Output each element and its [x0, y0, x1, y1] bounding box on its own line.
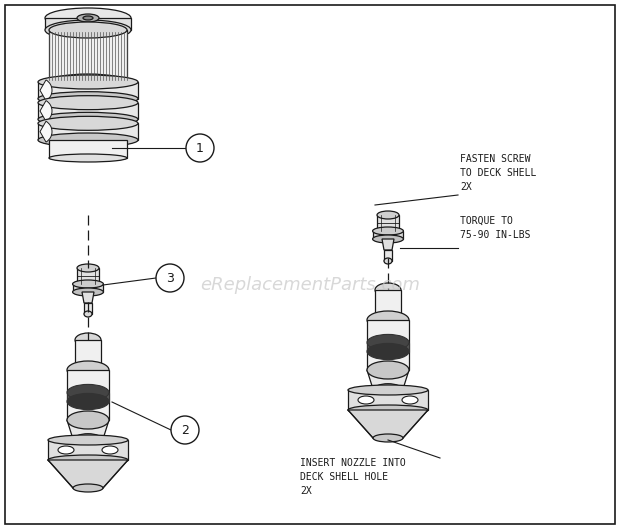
- Text: TORQUE TO
75-90 IN-LBS: TORQUE TO 75-90 IN-LBS: [460, 216, 531, 240]
- Ellipse shape: [84, 311, 92, 317]
- FancyBboxPatch shape: [49, 140, 127, 158]
- Ellipse shape: [367, 343, 409, 360]
- Ellipse shape: [48, 435, 128, 445]
- Polygon shape: [82, 292, 94, 303]
- FancyBboxPatch shape: [84, 303, 92, 314]
- Ellipse shape: [402, 396, 418, 404]
- Ellipse shape: [58, 446, 74, 454]
- Ellipse shape: [45, 8, 131, 28]
- Wedge shape: [40, 101, 52, 121]
- Ellipse shape: [373, 235, 404, 243]
- Ellipse shape: [348, 405, 428, 415]
- FancyBboxPatch shape: [48, 440, 128, 460]
- Ellipse shape: [77, 264, 99, 272]
- Ellipse shape: [49, 74, 127, 90]
- Polygon shape: [367, 370, 409, 390]
- Ellipse shape: [49, 22, 127, 38]
- FancyBboxPatch shape: [38, 82, 138, 99]
- Ellipse shape: [367, 361, 409, 379]
- Ellipse shape: [102, 446, 118, 454]
- Ellipse shape: [73, 484, 103, 492]
- Ellipse shape: [67, 361, 109, 379]
- FancyBboxPatch shape: [367, 320, 409, 370]
- Ellipse shape: [77, 14, 99, 22]
- FancyBboxPatch shape: [75, 340, 101, 370]
- Ellipse shape: [49, 154, 127, 162]
- Ellipse shape: [75, 333, 101, 347]
- FancyBboxPatch shape: [73, 284, 104, 292]
- Ellipse shape: [358, 396, 374, 404]
- FancyBboxPatch shape: [67, 393, 109, 402]
- Text: INSERT NOZZLE INTO
DECK SHELL HOLE
2X: INSERT NOZZLE INTO DECK SHELL HOLE 2X: [300, 458, 405, 496]
- Ellipse shape: [38, 112, 138, 126]
- Ellipse shape: [38, 92, 138, 106]
- Ellipse shape: [67, 394, 109, 409]
- Circle shape: [156, 264, 184, 292]
- FancyBboxPatch shape: [38, 103, 138, 120]
- Wedge shape: [40, 80, 52, 101]
- Ellipse shape: [38, 75, 138, 89]
- Ellipse shape: [73, 280, 104, 288]
- FancyBboxPatch shape: [38, 123, 138, 140]
- FancyBboxPatch shape: [375, 290, 401, 320]
- Ellipse shape: [375, 313, 401, 327]
- Ellipse shape: [38, 96, 138, 110]
- Text: eReplacementParts.com: eReplacementParts.com: [200, 276, 420, 294]
- Text: 2: 2: [181, 424, 189, 436]
- Ellipse shape: [348, 385, 428, 395]
- Wedge shape: [40, 121, 52, 142]
- Polygon shape: [348, 410, 428, 438]
- Ellipse shape: [377, 211, 399, 219]
- Text: FASTEN SCREW
TO DECK SHELL
2X: FASTEN SCREW TO DECK SHELL 2X: [460, 154, 536, 192]
- FancyBboxPatch shape: [348, 390, 428, 410]
- Ellipse shape: [373, 434, 403, 442]
- Polygon shape: [382, 239, 394, 250]
- Ellipse shape: [73, 288, 104, 296]
- FancyBboxPatch shape: [377, 215, 399, 231]
- Ellipse shape: [83, 16, 93, 20]
- Ellipse shape: [367, 311, 409, 329]
- Polygon shape: [48, 460, 128, 488]
- Ellipse shape: [373, 227, 404, 235]
- FancyBboxPatch shape: [67, 370, 109, 420]
- FancyBboxPatch shape: [77, 268, 99, 284]
- FancyBboxPatch shape: [384, 250, 392, 261]
- Circle shape: [186, 134, 214, 162]
- Ellipse shape: [373, 384, 403, 396]
- Ellipse shape: [67, 411, 109, 429]
- Ellipse shape: [75, 363, 101, 377]
- Text: 1: 1: [196, 141, 204, 154]
- Ellipse shape: [45, 20, 131, 40]
- Ellipse shape: [73, 434, 103, 446]
- FancyBboxPatch shape: [45, 18, 131, 30]
- Text: 3: 3: [166, 271, 174, 285]
- Ellipse shape: [384, 258, 392, 264]
- Ellipse shape: [48, 455, 128, 465]
- FancyBboxPatch shape: [367, 342, 409, 351]
- Ellipse shape: [67, 385, 109, 400]
- Ellipse shape: [38, 133, 138, 147]
- FancyBboxPatch shape: [49, 30, 127, 82]
- Ellipse shape: [375, 283, 401, 297]
- FancyBboxPatch shape: [373, 231, 404, 239]
- Ellipse shape: [38, 116, 138, 130]
- Circle shape: [171, 416, 199, 444]
- Ellipse shape: [367, 334, 409, 351]
- Polygon shape: [67, 420, 109, 440]
